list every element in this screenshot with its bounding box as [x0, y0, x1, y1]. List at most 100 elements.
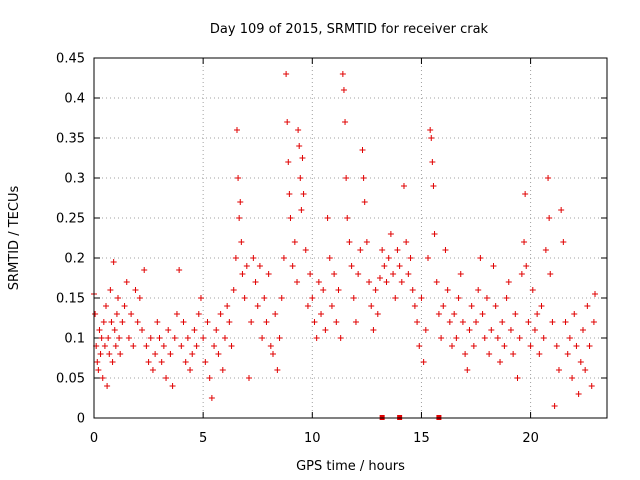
data-point	[542, 247, 549, 253]
data-point	[259, 335, 266, 341]
data-point	[392, 295, 399, 301]
data-point	[333, 319, 340, 325]
data-point	[486, 351, 493, 357]
data-point	[342, 119, 349, 125]
data-point	[331, 271, 338, 277]
data-point	[92, 311, 99, 317]
data-point	[363, 239, 370, 245]
data-point	[167, 351, 174, 357]
data-point	[270, 351, 277, 357]
data-point	[289, 263, 296, 269]
data-point	[152, 351, 159, 357]
data-point	[440, 303, 447, 309]
data-point	[446, 319, 453, 325]
data-point	[414, 319, 421, 325]
data-point	[339, 71, 346, 77]
data-point	[267, 343, 274, 349]
data-point	[512, 311, 519, 317]
data-point	[531, 327, 538, 333]
data-point	[219, 367, 226, 373]
data-point	[488, 327, 495, 333]
data-point	[507, 327, 514, 333]
data-point	[254, 303, 261, 309]
data-point	[295, 127, 302, 133]
data-point	[297, 175, 304, 181]
data-point	[344, 215, 351, 221]
data-point	[510, 351, 517, 357]
data-point	[169, 383, 176, 389]
data-point	[123, 279, 130, 285]
data-point	[304, 303, 311, 309]
data-point	[139, 327, 146, 333]
data-point	[449, 343, 456, 349]
data-point	[318, 311, 325, 317]
data-point	[438, 335, 445, 341]
data-point	[566, 335, 573, 341]
data-point	[335, 287, 342, 293]
data-point	[112, 343, 119, 349]
data-point	[357, 247, 364, 253]
data-point	[411, 303, 418, 309]
data-point	[189, 351, 196, 357]
data-point	[418, 295, 425, 301]
data-point	[340, 87, 347, 93]
data-point	[560, 239, 567, 245]
data-point	[409, 287, 416, 293]
data-point	[385, 255, 392, 261]
data-point	[285, 159, 292, 165]
data-point	[105, 335, 112, 341]
data-point	[516, 335, 523, 341]
data-point	[132, 287, 139, 293]
data-point	[545, 175, 552, 181]
data-point	[245, 375, 252, 381]
data-point	[475, 287, 482, 293]
data-point	[464, 367, 471, 373]
data-point	[337, 335, 344, 341]
data-point	[280, 255, 287, 261]
data-point	[311, 319, 318, 325]
data-point	[173, 311, 180, 317]
data-point	[248, 319, 255, 325]
plot-frame	[93, 57, 608, 419]
data-point	[309, 295, 316, 301]
data-point	[477, 255, 484, 261]
x-tick-label: 5	[199, 431, 207, 446]
data-point	[156, 335, 163, 341]
data-point	[429, 159, 436, 165]
data-point	[343, 175, 350, 181]
data-point	[182, 359, 189, 365]
data-point	[104, 383, 111, 389]
data-point	[250, 255, 257, 261]
data-point	[457, 271, 464, 277]
data-point	[300, 191, 307, 197]
data-point	[374, 311, 381, 317]
data-point	[379, 247, 386, 253]
data-point	[324, 215, 331, 221]
data-point	[184, 335, 191, 341]
data-point	[499, 319, 506, 325]
data-point	[428, 135, 435, 141]
data-point	[125, 335, 132, 341]
data-point	[243, 263, 250, 269]
data-point	[171, 335, 178, 341]
data-point	[492, 303, 499, 309]
data-point	[490, 263, 497, 269]
y-tick-label: 0.45	[56, 52, 85, 67]
data-point	[483, 295, 490, 301]
data-point	[442, 247, 449, 253]
data-point	[328, 303, 335, 309]
data-point	[99, 375, 106, 381]
data-point	[145, 359, 152, 365]
data-point	[497, 359, 504, 365]
data-point	[134, 319, 141, 325]
data-point	[115, 295, 122, 301]
data-point	[252, 279, 259, 285]
data-point	[237, 199, 244, 205]
data-point	[106, 351, 113, 357]
data-point	[361, 199, 368, 205]
x-tick-label: 20	[522, 431, 539, 446]
data-point	[215, 351, 222, 357]
data-point	[416, 343, 423, 349]
data-point	[494, 335, 501, 341]
data-point	[503, 295, 510, 301]
